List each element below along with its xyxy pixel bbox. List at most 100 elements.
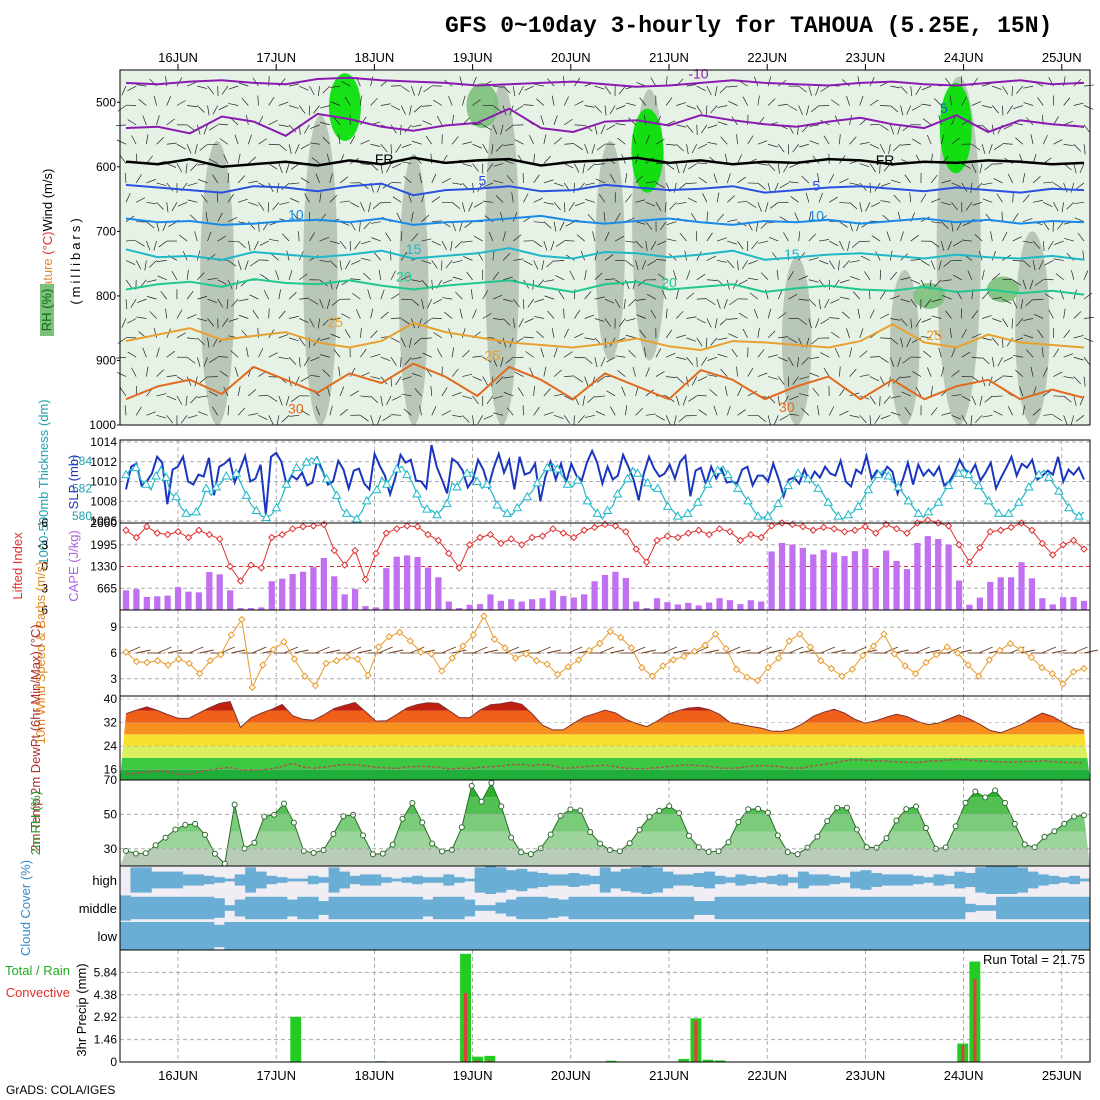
cape-bar	[685, 602, 692, 610]
wind-barb	[180, 415, 188, 424]
temp-ylabel-text: 2m Temp 2m DewPt (6hr Min/Max) (°C)	[28, 624, 43, 851]
cloud-cell-middle	[943, 896, 955, 920]
li-marker	[393, 525, 401, 533]
cloud-cell-high	[745, 875, 757, 885]
thickness-marker	[191, 506, 202, 516]
wind-barb	[720, 368, 728, 377]
wind-barb	[644, 114, 647, 125]
thickness-marker	[251, 505, 262, 515]
wind-speed-marker	[332, 657, 341, 665]
wind-barb	[235, 279, 239, 290]
wind-barb	[1053, 139, 1063, 145]
wind-barb	[849, 368, 857, 377]
wind-barb	[1042, 367, 1048, 377]
wind-barb	[136, 84, 147, 87]
wind-barb	[492, 294, 503, 300]
wind-barb	[576, 234, 585, 242]
wind-barb	[533, 174, 540, 184]
cloud-cell-middle	[172, 896, 184, 920]
wind-barb	[319, 236, 330, 242]
wind-barb	[360, 139, 370, 145]
wind-barb	[702, 193, 708, 203]
wind-barb	[360, 240, 371, 245]
wind-barb	[900, 277, 911, 281]
wind-barb	[1032, 240, 1040, 249]
surface-wind-barb	[1020, 649, 1035, 654]
cloud-cell-low	[704, 922, 716, 950]
rh2m-line	[125, 781, 1085, 865]
wind-barb	[451, 136, 459, 145]
wind-barb	[930, 174, 938, 184]
wind-barb	[300, 409, 310, 416]
wind-barb	[904, 174, 912, 184]
li-marker	[830, 525, 838, 533]
wind-barb	[691, 376, 698, 386]
wind-barb	[227, 260, 237, 267]
wind-barb	[360, 372, 370, 377]
wind-barb	[961, 328, 967, 339]
thickness-marker	[542, 462, 553, 472]
wind-barb	[517, 387, 524, 397]
wind-barb	[574, 376, 584, 383]
wind-barb	[635, 199, 646, 203]
wind-barb	[975, 415, 983, 423]
thickness-marker	[341, 508, 352, 517]
wind-barb	[737, 260, 739, 271]
wind-barb	[400, 337, 406, 348]
wind-barb	[628, 298, 636, 307]
wind-barb	[788, 181, 799, 184]
wind-barb	[461, 95, 466, 106]
wind-barb	[311, 157, 320, 164]
thickness-marker	[442, 498, 452, 508]
date-label-bottom: 25JUN	[1042, 1068, 1082, 1083]
thickness-marker	[723, 469, 733, 479]
wind-speed-marker	[459, 642, 467, 650]
li-marker	[559, 529, 568, 537]
wind-barb	[798, 85, 807, 93]
wind-barb	[523, 336, 534, 339]
date-label-top: 18JUN	[355, 50, 395, 65]
wind-barb	[1042, 347, 1044, 358]
wind-barb	[1054, 240, 1064, 245]
surface-wind-barb	[567, 646, 583, 654]
cloud-cell-middle	[631, 896, 643, 920]
wind-barb	[767, 308, 772, 319]
wind-barb	[207, 277, 218, 281]
li-marker	[601, 520, 609, 529]
wind-barb	[910, 279, 921, 285]
cloud-cell-low	[140, 922, 152, 950]
cloud-cell-high	[151, 871, 163, 889]
cloud-cell-high	[1027, 871, 1039, 889]
cape-bar	[695, 605, 702, 610]
cloud-cell-middle	[724, 896, 736, 920]
wind-barb	[961, 415, 968, 425]
surface-wind-barb	[199, 649, 214, 654]
wind-barb	[288, 315, 299, 319]
wind-barb	[386, 163, 392, 173]
wind-barb	[227, 193, 234, 203]
cloud-cell-high	[943, 875, 955, 885]
rh-high-patch	[986, 276, 1019, 303]
wind-barb	[574, 143, 584, 150]
wind-speed-marker	[438, 667, 446, 675]
cloud-cell-high	[589, 875, 601, 885]
wind-barb	[390, 270, 396, 280]
wind-barb	[543, 201, 554, 205]
precip-tick-label: 1.46	[94, 1033, 118, 1047]
cloud-cell-high	[860, 870, 872, 890]
precip-legend-total: Total / Rain	[5, 963, 70, 978]
wind-barb	[125, 239, 136, 242]
wind-barb	[270, 253, 280, 261]
rh-band	[120, 782, 1090, 798]
cloud-cell-low	[818, 922, 830, 950]
wind-barb	[828, 173, 835, 184]
cape-bar	[258, 607, 265, 610]
cloud-cell-low	[432, 922, 444, 950]
wind-barb	[650, 77, 657, 87]
wind-barb	[879, 290, 886, 300]
li-marker	[1038, 539, 1047, 548]
wind-barb	[441, 240, 447, 251]
cape-bar	[633, 601, 640, 610]
wind-barb	[338, 366, 341, 377]
wind-speed-marker	[922, 658, 930, 667]
